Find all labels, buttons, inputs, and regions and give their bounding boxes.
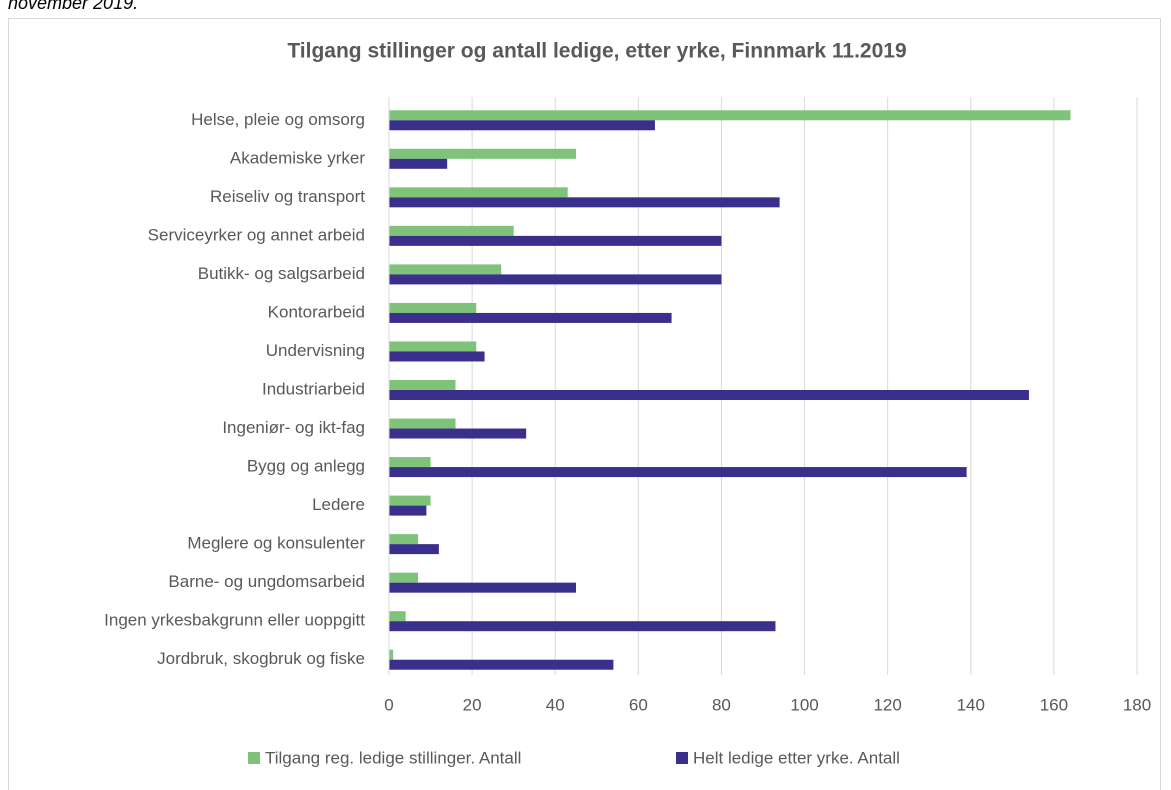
x-tick-label: 0 bbox=[384, 695, 393, 714]
legend-swatch bbox=[676, 752, 688, 764]
bar bbox=[389, 621, 776, 632]
bar bbox=[389, 380, 456, 390]
chart-title: Tilgang stillinger og antall ledige, ett… bbox=[287, 40, 906, 63]
bar bbox=[389, 110, 1071, 121]
bar bbox=[389, 158, 448, 169]
bar bbox=[389, 390, 1029, 400]
bar bbox=[389, 659, 614, 670]
y-tick-label: Akademiske yrker bbox=[230, 148, 365, 167]
legend-label: Helt ledige etter yrke. Antall bbox=[693, 748, 900, 767]
x-tick-label: 80 bbox=[712, 695, 731, 714]
bar bbox=[389, 187, 568, 198]
y-tick-label: Jordbruk, skogbruk og fiske bbox=[157, 649, 365, 668]
bar bbox=[389, 534, 419, 545]
bar bbox=[389, 341, 477, 352]
y-tick-label: Industriarbeid bbox=[262, 379, 365, 398]
bar bbox=[389, 235, 722, 246]
x-tick-label: 20 bbox=[463, 695, 482, 714]
bar bbox=[389, 302, 477, 313]
bar bbox=[389, 428, 527, 439]
bar bbox=[389, 611, 406, 622]
bar bbox=[389, 418, 456, 429]
x-tick-label: 140 bbox=[957, 695, 985, 714]
bar bbox=[389, 264, 502, 275]
bar bbox=[389, 457, 431, 468]
chart-border bbox=[8, 18, 1161, 790]
y-tick-label: Kontorarbeid bbox=[268, 302, 365, 321]
bar bbox=[389, 544, 439, 555]
y-tick-label: Butikk- og salgsarbeid bbox=[198, 264, 365, 283]
bar bbox=[389, 197, 780, 208]
bar bbox=[389, 351, 485, 362]
bar bbox=[389, 120, 655, 131]
bar bbox=[389, 572, 419, 583]
bar bbox=[389, 225, 514, 236]
bar bbox=[389, 582, 576, 593]
y-tick-label: Reiseliv og transport bbox=[210, 187, 365, 206]
bar bbox=[389, 467, 967, 478]
y-tick-label: Helse, pleie og omsorg bbox=[191, 110, 365, 129]
caption: november 2019. bbox=[8, 0, 138, 13]
bar bbox=[389, 148, 576, 159]
bar bbox=[389, 312, 672, 323]
x-tick-label: 60 bbox=[629, 695, 648, 714]
x-tick-label: 120 bbox=[873, 695, 901, 714]
y-tick-label: Ingeniør- og ikt-fag bbox=[222, 418, 365, 437]
y-tick-label: Undervisning bbox=[266, 341, 365, 360]
bar bbox=[389, 274, 722, 285]
y-tick-label: Ledere bbox=[312, 495, 365, 514]
bar bbox=[389, 495, 431, 506]
x-tick-label: 160 bbox=[1040, 695, 1068, 714]
x-tick-label: 40 bbox=[546, 695, 565, 714]
y-tick-label: Meglere og konsulenter bbox=[187, 534, 365, 553]
legend-swatch bbox=[248, 752, 260, 764]
y-tick-label: Barne- og ungdomsarbeid bbox=[168, 572, 365, 591]
y-tick-label: Serviceyrker og annet arbeid bbox=[148, 225, 365, 244]
x-tick-label: 180 bbox=[1123, 695, 1151, 714]
x-tick-label: 100 bbox=[790, 695, 818, 714]
bar bbox=[389, 649, 394, 660]
legend-label: Tilgang reg. ledige stillinger. Antall bbox=[265, 748, 521, 767]
y-tick-label: Ingen yrkesbakgrunn eller uoppgitt bbox=[104, 611, 365, 630]
bar bbox=[389, 505, 427, 516]
y-tick-label: Bygg og anlegg bbox=[247, 457, 365, 476]
